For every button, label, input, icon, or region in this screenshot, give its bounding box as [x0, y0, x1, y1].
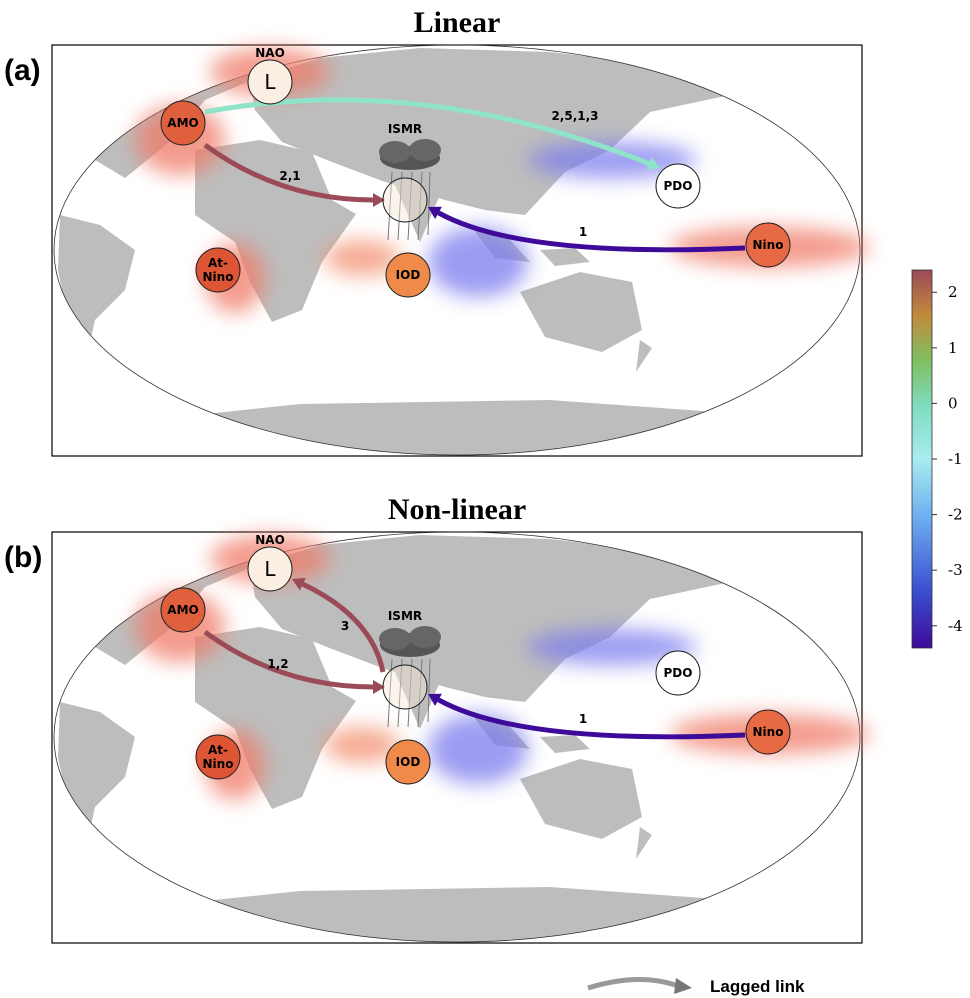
arrow-head — [428, 693, 442, 706]
arrow-head — [292, 577, 306, 591]
arrow-head — [373, 193, 385, 207]
link-label: 1 — [579, 712, 587, 726]
node — [195, 247, 241, 293]
link-label: 2,1 — [279, 169, 300, 183]
node — [385, 739, 431, 785]
node — [160, 587, 206, 633]
link-label: 1 — [579, 225, 587, 239]
colorbar-tick-label: 0 — [948, 394, 958, 412]
colorbar-tick-label: 1 — [948, 339, 958, 357]
node-label: At- — [208, 256, 228, 270]
colorbar-tick-label: -1 — [948, 450, 963, 468]
node — [382, 664, 428, 710]
node — [382, 177, 428, 223]
node-label: NAO — [255, 46, 285, 60]
arrow-head — [646, 157, 660, 171]
node-label: NAO — [255, 533, 285, 547]
node-label: PDO — [664, 179, 693, 193]
node-label: ISMR — [388, 609, 422, 623]
legend-label: Lagged link — [710, 977, 805, 996]
node-label: ISMR — [388, 122, 422, 136]
node-label: PDO — [664, 666, 693, 680]
link-label: 1,2 — [267, 657, 288, 671]
node — [745, 709, 791, 755]
link-arrow — [437, 697, 746, 740]
node — [745, 222, 791, 268]
arrow-head — [428, 206, 442, 219]
colorbar-tick-label: -4 — [948, 617, 963, 635]
node-symbol: L — [264, 70, 276, 94]
node-label: Nino — [203, 270, 234, 284]
colorbar: 2 1 0 -1 -2 -3 -4 — [911, 269, 963, 649]
node-label: Nino — [753, 238, 784, 252]
panel-label: (a) — [4, 54, 41, 87]
node-symbol: L — [264, 557, 276, 581]
node — [195, 734, 241, 780]
colorbar-tick-label: -3 — [948, 561, 963, 579]
node-label: Nino — [753, 725, 784, 739]
node — [655, 650, 701, 696]
colorbar-tick-label: -2 — [948, 506, 963, 524]
node-label: AMO — [167, 603, 198, 617]
node-label: IOD — [396, 268, 421, 282]
link-label: 2,5,1,3 — [551, 109, 598, 123]
node-label: AMO — [167, 116, 198, 130]
node — [655, 163, 701, 209]
node-label: At- — [208, 743, 228, 757]
legend: Lagged link — [587, 977, 805, 996]
colorbar-tick-label: 2 — [948, 283, 958, 301]
panel-title: Non-linear — [388, 493, 526, 526]
panel-title: Linear — [414, 6, 501, 39]
node — [160, 100, 206, 146]
node — [247, 59, 293, 105]
link-arrow — [437, 210, 746, 253]
link-arrow — [203, 629, 374, 690]
panel-label: (b) — [4, 541, 42, 574]
node-label: Nino — [203, 757, 234, 771]
node-label: IOD — [396, 755, 421, 769]
arrow-head — [373, 680, 385, 694]
link-arrow — [203, 142, 374, 203]
node — [385, 252, 431, 298]
link-arrow — [301, 581, 386, 673]
link-label: 3 — [341, 619, 349, 633]
node — [247, 546, 293, 592]
